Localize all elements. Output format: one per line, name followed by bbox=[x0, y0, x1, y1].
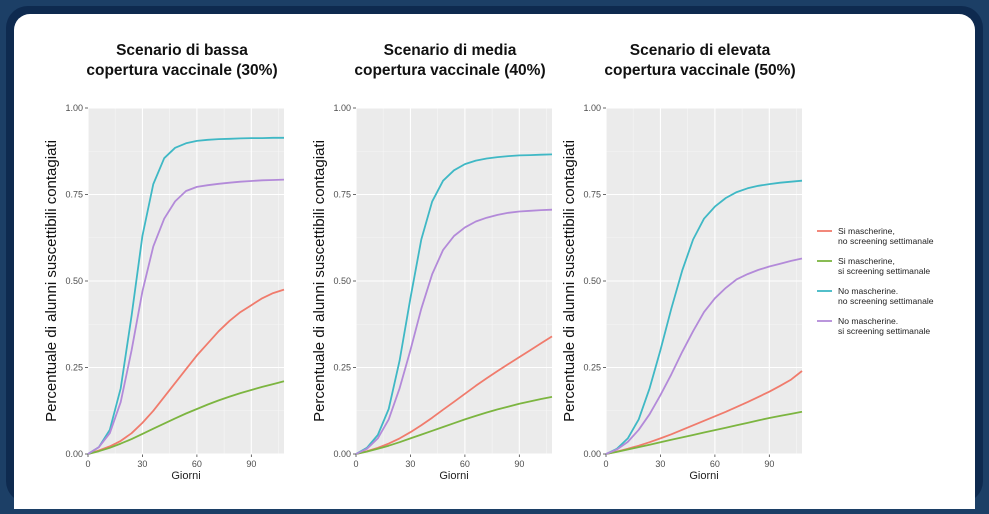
panel-3-x-tick-label: 90 bbox=[764, 459, 774, 469]
legend-label-s3: No mascherine. bbox=[838, 286, 898, 296]
panel-3-series-line-s4 bbox=[605, 257, 803, 455]
panel-2-series-line-s2 bbox=[355, 396, 553, 455]
panel-3-y-tick-label: 0.75 bbox=[583, 190, 601, 200]
panel-2-y-axis-label: Percentuale di alunni suscettibili conta… bbox=[311, 140, 328, 422]
panel-3-title-line: copertura vaccinale (50%) bbox=[604, 62, 795, 79]
panel-1-series-line-s1 bbox=[87, 288, 285, 455]
panel-1-x-tick-label: 60 bbox=[192, 459, 202, 469]
legend-label-s3-line2: no screening settimanale bbox=[838, 296, 934, 306]
panel-1-y-tick-label: 0.50 bbox=[65, 276, 83, 286]
panel-2-title-line: copertura vaccinale (40%) bbox=[354, 62, 545, 79]
panel-3-x-tick-label: 0 bbox=[603, 459, 608, 469]
panel-1-x-tick-label: 90 bbox=[246, 459, 256, 469]
panel-3-title-line: Scenario di elevata bbox=[630, 42, 771, 59]
panel-3-series-line-s1 bbox=[605, 370, 803, 455]
panel-2-title-line: Scenario di media bbox=[384, 42, 517, 59]
panel-1-y-tick-label: 0.75 bbox=[65, 190, 83, 200]
panel-3-x-axis-label: Giorni bbox=[689, 470, 718, 482]
panel-2-y-tick-label: 0.00 bbox=[333, 449, 351, 459]
panel-2-y-tick-label: 1.00 bbox=[333, 103, 351, 113]
legend-label-s4-line2: si screening settimanale bbox=[838, 326, 930, 336]
panel-1-x-tick-label: 0 bbox=[85, 459, 90, 469]
panel-3-x-tick-label: 30 bbox=[655, 459, 665, 469]
panel-1-title-line: copertura vaccinale (30%) bbox=[86, 62, 277, 79]
panel-1-title-line: Scenario di bassa bbox=[116, 42, 248, 59]
panel-2-x-tick-label: 0 bbox=[353, 459, 358, 469]
panel-3-y-axis-label: Percentuale di alunni suscettibili conta… bbox=[561, 140, 578, 422]
panel-3-series-line-s3 bbox=[605, 179, 803, 455]
panel-1-y-tick-label: 0.00 bbox=[65, 449, 83, 459]
legend-label-s1: Si mascherine, bbox=[838, 226, 895, 236]
legend-label-s1-line2: no screening settimanale bbox=[838, 236, 934, 246]
panel-2-y-tick-label: 0.75 bbox=[333, 190, 351, 200]
panel-3-x-tick-label: 60 bbox=[710, 459, 720, 469]
panel-1-series-line-s2 bbox=[87, 380, 285, 455]
panel-1-x-axis-label: Giorni bbox=[171, 470, 200, 482]
panel-3-series-line-s2 bbox=[605, 410, 803, 455]
panel-3-y-tick-label: 1.00 bbox=[583, 103, 601, 113]
panel-2-x-axis-label: Giorni bbox=[439, 470, 468, 482]
panel-2-series-line-s4 bbox=[355, 208, 553, 455]
panel-1-series-line-s3 bbox=[87, 136, 284, 455]
panel-2-x-tick-label: 90 bbox=[514, 459, 524, 469]
panel-3-y-tick-label: 0.00 bbox=[583, 449, 601, 459]
panel-2-y-tick-label: 0.25 bbox=[333, 363, 351, 373]
panel-1-y-tick-label: 1.00 bbox=[65, 103, 83, 113]
panel-1-y-tick-label: 0.25 bbox=[65, 363, 83, 373]
panel-1-series-line-s4 bbox=[87, 178, 285, 455]
panel-3-y-tick-label: 0.25 bbox=[583, 363, 601, 373]
panel-2-series-line-s3 bbox=[355, 153, 553, 455]
figure-card: 0 30 60 90 0.00 0.25 0.50 0.75 1.00 Scenario di b… bbox=[14, 14, 975, 509]
figure-canvas: 0 30 60 90 0.00 0.25 0.50 0.75 1.00 Scenario di b… bbox=[43, 42, 934, 482]
legend-label-s2: Si mascherine, bbox=[838, 256, 895, 266]
panel-2-y-tick-label: 0.50 bbox=[333, 276, 351, 286]
panel-3-y-tick-label: 0.50 bbox=[583, 276, 601, 286]
panel-1-y-axis-label: Percentuale di alunni suscettibili conta… bbox=[43, 140, 60, 422]
legend-label-s2-line2: si screening settimanale bbox=[838, 266, 930, 276]
panel-2-x-tick-label: 60 bbox=[460, 459, 470, 469]
panel-2-x-tick-label: 30 bbox=[405, 459, 415, 469]
panel-1-x-tick-label: 30 bbox=[137, 459, 147, 469]
panel-2-series-line-s1 bbox=[355, 335, 553, 455]
legend-label-s4: No mascherine. bbox=[838, 316, 898, 326]
